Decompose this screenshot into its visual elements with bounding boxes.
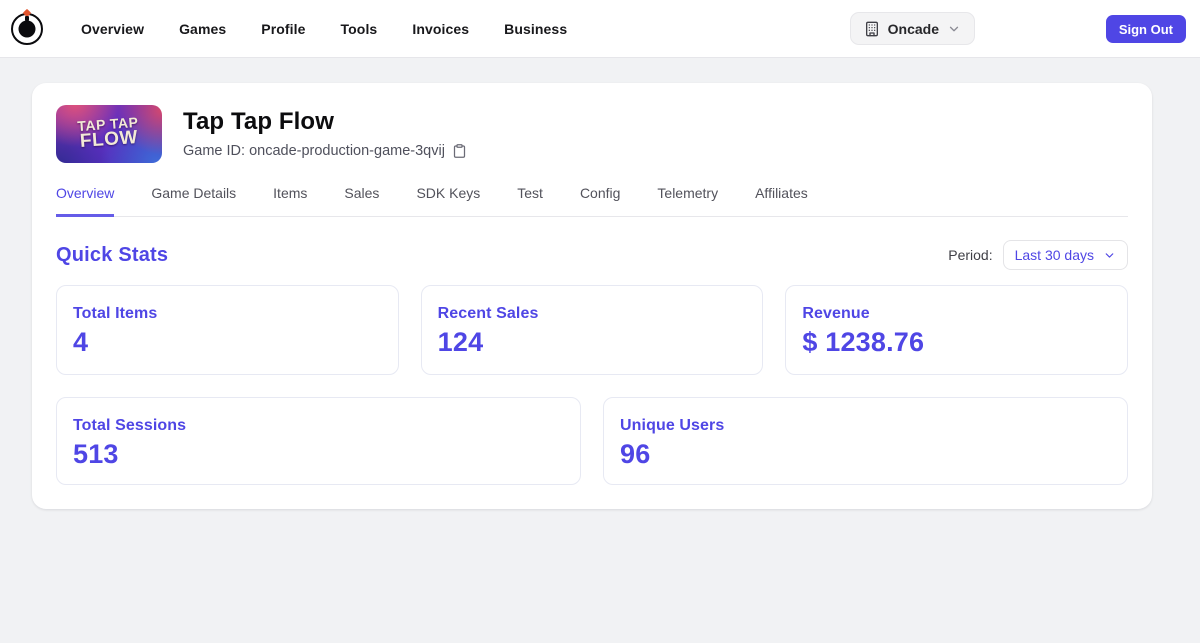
stat-label: Recent Sales bbox=[437, 305, 539, 322]
stat-card-unique-users: Unique Users 96 bbox=[603, 397, 1128, 485]
nav-item-overview[interactable]: Overview bbox=[81, 20, 145, 37]
game-header-text: Tap Tap Flow Game ID: oncade-production-… bbox=[183, 105, 467, 159]
tab-sdk-keys[interactable]: SDK Keys bbox=[416, 185, 481, 201]
chevron-down-icon bbox=[1103, 249, 1116, 262]
oncade-bomb-logo-icon[interactable] bbox=[11, 8, 43, 45]
stat-value: 96 bbox=[620, 439, 651, 469]
game-id-text: Game ID: oncade-production-game-3qvij bbox=[183, 143, 445, 159]
stat-label: Unique Users bbox=[620, 417, 725, 434]
stats-row-2: Total Sessions 513 Unique Users 96 bbox=[56, 397, 1128, 485]
stat-value: 513 bbox=[73, 439, 119, 469]
tab-affiliates[interactable]: Affiliates bbox=[755, 185, 808, 201]
period-selected-value: Last 30 days bbox=[1014, 247, 1094, 263]
period-label: Period: bbox=[948, 247, 993, 263]
game-cover-art: TAP TAP FLOW bbox=[56, 105, 162, 163]
building-icon bbox=[864, 21, 880, 37]
game-art-line2: FLOW bbox=[79, 127, 140, 153]
logo-fuse bbox=[25, 15, 29, 21]
tab-sales[interactable]: Sales bbox=[344, 185, 380, 201]
nav-item-profile[interactable]: Profile bbox=[261, 20, 306, 37]
quick-stats-header: Quick Stats Period: Last 30 days bbox=[56, 240, 1128, 270]
tab-telemetry[interactable]: Telemetry bbox=[657, 185, 719, 201]
stat-value: 4 bbox=[73, 327, 89, 357]
sign-out-button[interactable]: Sign Out bbox=[1105, 15, 1186, 43]
stat-card-total-items: Total Items 4 bbox=[56, 285, 399, 375]
stat-value: 124 bbox=[437, 327, 484, 357]
game-art-text: TAP TAP FLOW bbox=[77, 114, 140, 153]
stat-card-total-sessions: Total Sessions 513 bbox=[56, 397, 581, 485]
tab-overview[interactable]: Overview bbox=[56, 185, 115, 217]
copy-game-id-button[interactable] bbox=[452, 143, 467, 159]
tab-items[interactable]: Items bbox=[273, 185, 308, 201]
nav-item-business[interactable]: Business bbox=[504, 20, 568, 37]
period-group: Period: Last 30 days bbox=[948, 240, 1128, 270]
stat-card-revenue: Revenue $ 1238.76 bbox=[785, 285, 1128, 375]
nav-item-games[interactable]: Games bbox=[179, 20, 227, 37]
game-id-row: Game ID: oncade-production-game-3qvij bbox=[183, 143, 467, 159]
tab-test[interactable]: Test bbox=[517, 185, 543, 201]
page-body: TAP TAP FLOW Tap Tap Flow Game ID: oncad… bbox=[0, 58, 1200, 509]
game-dashboard-card: TAP TAP FLOW Tap Tap Flow Game ID: oncad… bbox=[32, 83, 1152, 509]
stats-row-1: Total Items 4 Recent Sales 124 Revenue $… bbox=[56, 285, 1128, 375]
chevron-down-icon bbox=[947, 22, 961, 36]
logo-dot bbox=[18, 20, 36, 37]
tab-game-details[interactable]: Game Details bbox=[151, 185, 237, 201]
stat-value: $ 1238.76 bbox=[802, 327, 925, 357]
game-tabs: Overview Game Details Items Sales SDK Ke… bbox=[56, 185, 1128, 217]
quick-stats-title: Quick Stats bbox=[56, 243, 169, 266]
clipboard-copy-icon bbox=[452, 143, 467, 159]
period-select[interactable]: Last 30 days bbox=[1002, 240, 1128, 270]
stat-label: Revenue bbox=[802, 305, 870, 322]
nav-item-invoices[interactable]: Invoices bbox=[412, 20, 470, 37]
nav-item-tools[interactable]: Tools bbox=[340, 20, 378, 37]
org-name: Oncade bbox=[887, 20, 939, 37]
game-title: Tap Tap Flow bbox=[183, 108, 334, 135]
game-header: TAP TAP FLOW Tap Tap Flow Game ID: oncad… bbox=[56, 105, 1128, 163]
org-switcher-button[interactable]: Oncade bbox=[849, 12, 975, 45]
stat-card-recent-sales: Recent Sales 124 bbox=[420, 285, 764, 375]
stat-label: Total Sessions bbox=[73, 417, 187, 434]
top-navbar: Overview Games Profile Tools Invoices Bu… bbox=[0, 0, 1200, 58]
tab-config[interactable]: Config bbox=[579, 185, 621, 201]
stat-label: Total Items bbox=[73, 305, 158, 322]
main-nav: Overview Games Profile Tools Invoices Bu… bbox=[81, 21, 567, 37]
